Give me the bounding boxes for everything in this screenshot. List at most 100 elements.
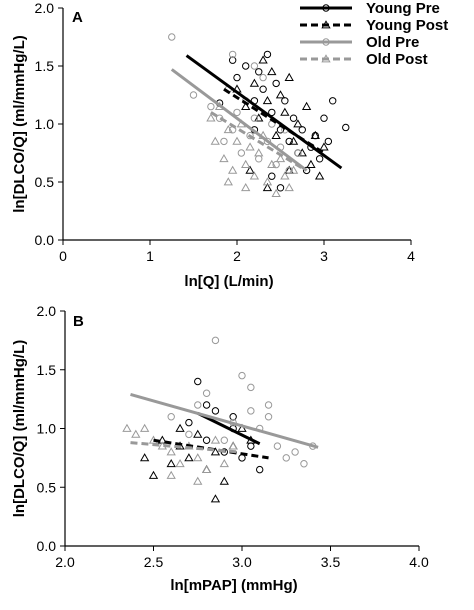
data-point: [219, 153, 229, 163]
y-tick-label: 1.0: [37, 421, 57, 437]
data-point: [229, 413, 237, 421]
series-old-post: [122, 423, 238, 485]
data-point: [220, 436, 229, 444]
data-point: [254, 148, 264, 157]
data-point: [271, 188, 281, 197]
legend-marker: [321, 54, 331, 63]
fit-line: [210, 111, 304, 170]
data-point: [262, 177, 273, 186]
y-tick-label: 2.0: [35, 0, 55, 16]
fit-line: [130, 441, 239, 454]
data-point: [255, 68, 263, 76]
data-point: [254, 113, 264, 122]
data-point: [148, 470, 159, 479]
panel-label: B: [73, 313, 84, 330]
data-point: [210, 136, 220, 145]
data-point: [227, 165, 238, 174]
data-point: [300, 460, 308, 468]
series-old-pre: [167, 336, 317, 468]
data-point: [210, 447, 221, 456]
data-point: [210, 435, 221, 444]
data-point: [282, 454, 290, 462]
data-point: [315, 155, 324, 163]
data-point: [247, 407, 255, 415]
data-point: [184, 453, 194, 462]
data-point: [259, 85, 267, 93]
data-point: [319, 142, 329, 151]
data-point: [267, 66, 277, 76]
x-tick-label: 3: [320, 248, 328, 264]
data-point: [219, 458, 229, 468]
data-point: [139, 453, 150, 462]
data-point: [329, 97, 337, 105]
data-point: [238, 371, 246, 380]
data-point: [122, 423, 132, 432]
data-point: [298, 126, 306, 134]
x-axis-label: ln[mPAP] (mmHg): [170, 577, 297, 594]
fit-line: [223, 87, 325, 155]
data-point: [193, 429, 203, 438]
data-point: [247, 442, 255, 450]
data-point: [249, 78, 260, 87]
data-point: [288, 136, 299, 145]
x-tick-label: 4: [407, 248, 415, 264]
data-point: [301, 101, 312, 110]
data-point: [202, 436, 211, 444]
data-point: [268, 172, 276, 180]
data-point: [324, 137, 333, 146]
data-point: [219, 476, 229, 485]
data-point: [202, 401, 211, 409]
y-tick-label: 0.0: [37, 538, 57, 554]
data-point: [193, 476, 203, 485]
data-point: [272, 79, 280, 88]
data-point: [280, 107, 290, 116]
data-point: [223, 177, 233, 186]
data-point: [276, 184, 285, 192]
legend-entry: Old Pre: [300, 34, 419, 51]
y-axis-label: ln[DLCO/Q] (ml/mmHg/L): [11, 340, 28, 517]
data-point: [139, 423, 150, 432]
y-axis-label: ln[DLCO/Q] (ml/mmHg/L): [11, 35, 28, 212]
data-point: [220, 137, 228, 146]
data-point: [245, 142, 255, 151]
series-young-post: [232, 55, 329, 192]
legend-entry: Young Pre: [300, 0, 440, 17]
data-point: [284, 72, 294, 81]
data-point: [189, 91, 198, 99]
panel-b: 2.0 2.5 3.0 3.5 4.0 0.0 0.5 1.0 1.5 2.0 ln[mPAP] (…: [11, 303, 429, 594]
data-point: [293, 119, 303, 128]
data-point: [168, 33, 176, 41]
data-point: [263, 137, 272, 146]
x-tick-label: 1: [146, 248, 154, 264]
x-tick-label: 3.5: [321, 554, 341, 570]
data-point: [233, 73, 241, 82]
fit-line: [170, 68, 308, 172]
data-point: [166, 458, 176, 468]
data-point: [250, 114, 259, 122]
data-point: [264, 401, 273, 409]
y-tick-label: 2.0: [37, 303, 57, 319]
data-point: [241, 159, 251, 168]
data-point: [258, 55, 268, 64]
y-tick-label: 1.5: [37, 362, 57, 378]
data-point: [237, 149, 246, 157]
data-point: [233, 108, 241, 117]
x-tick-label: 3.0: [232, 554, 252, 570]
data-point: [228, 56, 237, 64]
data-point: [264, 413, 273, 421]
data-point: [314, 171, 325, 180]
data-point: [294, 149, 302, 157]
series-young-post: [139, 423, 256, 503]
data-point: [297, 148, 307, 157]
data-point: [166, 447, 176, 456]
data-point: [249, 171, 260, 180]
data-point: [281, 97, 289, 105]
legend-marker: [322, 4, 330, 12]
data-point: [275, 153, 286, 163]
data-point: [256, 465, 264, 474]
legend-label: Young Pre: [366, 0, 440, 17]
data-point: [211, 336, 220, 345]
x-tick-label: 2: [233, 248, 241, 264]
